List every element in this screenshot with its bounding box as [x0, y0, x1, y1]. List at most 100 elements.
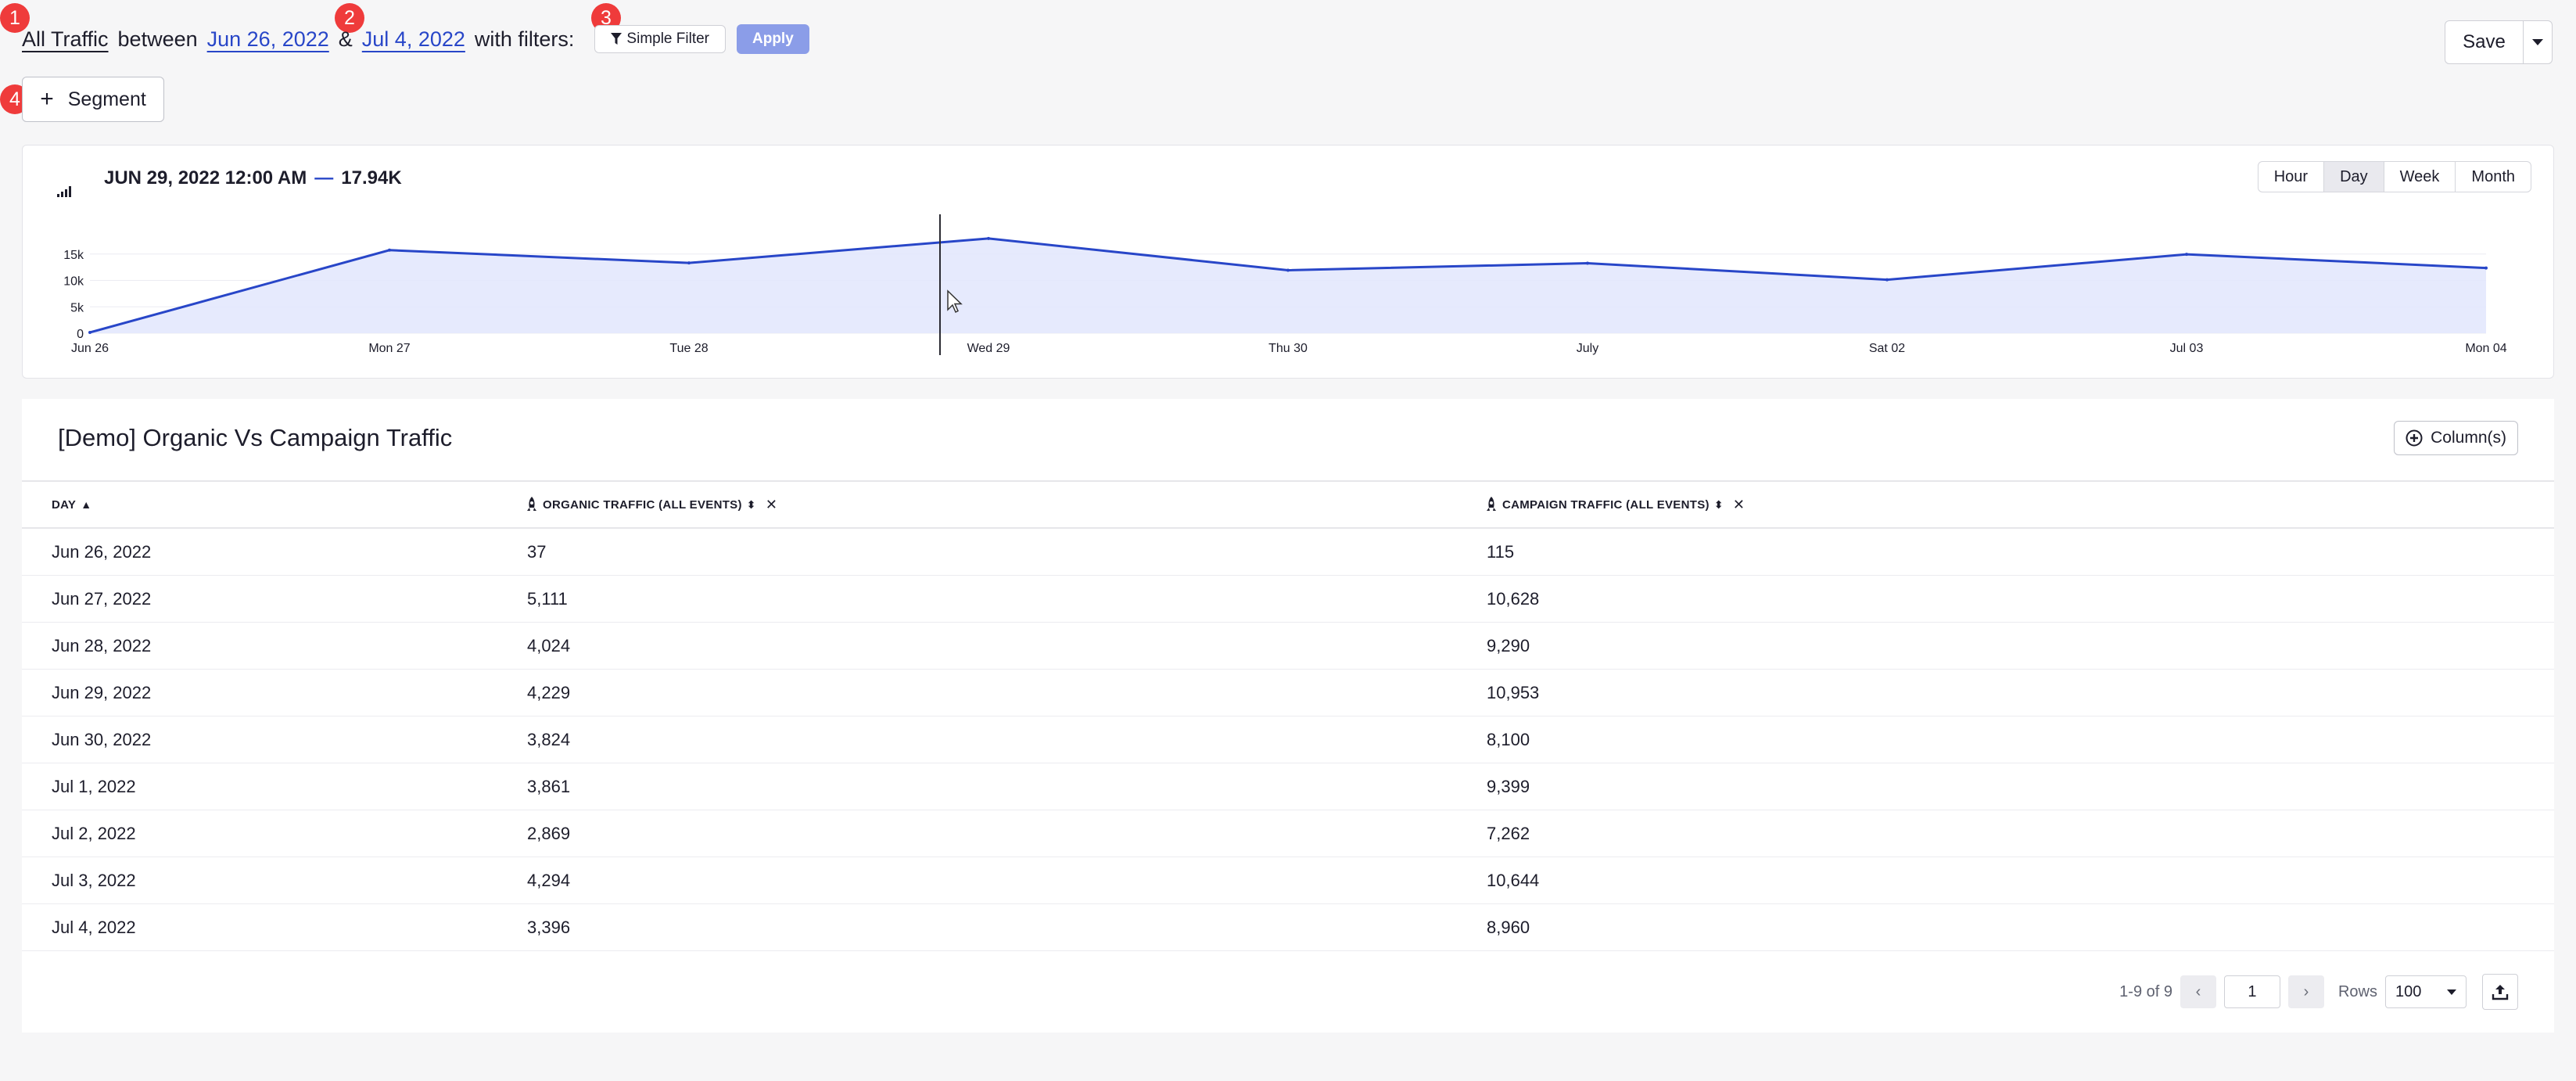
rocket-icon — [1487, 497, 1496, 511]
annotation-badge-2: 2 — [335, 3, 364, 33]
data-point — [1286, 268, 1290, 272]
data-point — [1885, 278, 1889, 282]
simple-filter-button[interactable]: Simple Filter — [594, 25, 726, 53]
header-day-label: DAY — [52, 497, 77, 512]
pagination: 1-9 of 9 ‹ 1 › Rows 100 — [2119, 974, 2518, 1010]
cell-organic: 4,229 — [527, 683, 571, 702]
table-row: Jun 26, 2022 37 115 — [22, 529, 2554, 576]
ampersand-label: & — [338, 27, 353, 51]
table-body: Jun 26, 2022 37 115 Jun 27, 2022 5,111 1… — [22, 529, 2554, 951]
save-options-button[interactable] — [2524, 21, 2552, 63]
cell-organic: 2,869 — [527, 824, 571, 843]
cell-campaign: 8,960 — [1487, 918, 1530, 937]
cell-day: Jul 3, 2022 — [52, 871, 136, 890]
caret-down-icon — [2532, 39, 2543, 45]
table-row: Jul 3, 2022 4,294 10,644 — [22, 857, 2554, 904]
y-tick-label: 15k — [63, 249, 84, 262]
with-filters-label: with filters: — [474, 27, 575, 51]
page-range: 1-9 of 9 — [2119, 982, 2172, 1000]
table-row: Jun 30, 2022 3,824 8,100 — [22, 716, 2554, 763]
x-tick-label: Sat 02 — [1869, 342, 1905, 355]
x-tick-label: Wed 29 — [967, 342, 1010, 355]
table-row: Jun 28, 2022 4,024 9,290 — [22, 623, 2554, 670]
add-segment-button[interactable]: + Segment — [22, 77, 164, 122]
cell-day: Jul 4, 2022 — [52, 918, 136, 937]
plus-icon: + — [40, 86, 54, 112]
cell-day: Jun 26, 2022 — [52, 542, 152, 562]
caret-down-icon — [2447, 989, 2456, 995]
cell-organic: 3,861 — [527, 777, 571, 796]
sort-icon[interactable]: ⬍ — [1713, 497, 1724, 511]
save-button-group: Save — [2445, 20, 2553, 64]
cell-campaign: 9,399 — [1487, 777, 1530, 796]
x-tick-label: Tue 28 — [669, 342, 708, 355]
x-tick-label: Thu 30 — [1268, 342, 1308, 355]
page-number-input[interactable]: 1 — [2223, 975, 2280, 1008]
save-button[interactable]: Save — [2445, 21, 2524, 63]
end-date-picker[interactable]: Jul 4, 2022 — [361, 27, 465, 51]
apply-button[interactable]: Apply — [737, 24, 809, 54]
granularity-toggle: Hour Day Week Month — [2257, 161, 2531, 192]
granularity-week[interactable]: Week — [2383, 162, 2456, 192]
chart-card: JUN 29, 2022 12:00 AM — 17.94K Hour Day … — [22, 145, 2554, 379]
add-columns-button[interactable]: Column(s) — [2394, 421, 2518, 455]
export-button[interactable] — [2482, 974, 2518, 1010]
table-row: Jul 1, 2022 3,861 9,399 — [22, 763, 2554, 810]
y-tick-label: 5k — [70, 301, 84, 314]
cell-organic: 4,024 — [527, 636, 571, 655]
rows-per-page-value: 100 — [2395, 982, 2422, 1000]
data-point — [88, 330, 91, 334]
cell-campaign: 10,644 — [1487, 871, 1540, 890]
header-day[interactable]: DAY ▲ — [52, 482, 91, 527]
table-row: Jul 4, 2022 3,396 8,960 — [22, 904, 2554, 951]
remove-column-icon[interactable]: ✕ — [765, 496, 778, 512]
segment-selector[interactable]: All Traffic — [22, 27, 109, 51]
granularity-month[interactable]: Month — [2455, 162, 2531, 192]
data-point — [1586, 261, 1589, 265]
sort-asc-icon: ▲ — [81, 498, 92, 511]
add-columns-label: Column(s) — [2431, 429, 2506, 447]
table-row: Jun 27, 2022 5,111 10,628 — [22, 576, 2554, 623]
rows-per-page-select[interactable]: 100 — [2385, 975, 2467, 1008]
cell-day: Jun 28, 2022 — [52, 636, 152, 655]
report-title: [Demo] Organic Vs Campaign Traffic — [58, 424, 453, 451]
granularity-hour[interactable]: Hour — [2273, 167, 2309, 185]
cell-organic: 4,294 — [527, 871, 571, 890]
mouse-cursor-icon — [947, 289, 963, 314]
chevron-right-icon: › — [2303, 982, 2309, 1000]
data-point — [388, 248, 391, 252]
x-tick-label: July — [1577, 342, 1598, 355]
cell-campaign: 7,262 — [1487, 824, 1530, 843]
rocket-icon — [527, 497, 536, 511]
cell-day: Jun 30, 2022 — [52, 730, 152, 749]
table-row: Jul 2, 2022 2,869 7,262 — [22, 810, 2554, 857]
prev-page-button[interactable]: ‹ — [2180, 975, 2216, 1008]
series-dash: — — [314, 167, 334, 189]
x-tick-label: Jul 03 — [2170, 342, 2204, 355]
cell-campaign: 115 — [1487, 542, 1515, 562]
hover-value: 17.94K — [341, 167, 402, 189]
remove-column-icon[interactable]: ✕ — [1732, 496, 1745, 512]
cell-organic: 3,824 — [527, 730, 571, 749]
start-date-picker[interactable]: Jun 26, 2022 — [206, 27, 329, 51]
next-page-button[interactable]: › — [2287, 975, 2324, 1008]
granularity-day[interactable]: Day — [2323, 162, 2384, 192]
x-tick-label: Mon 04 — [2465, 342, 2506, 355]
x-tick-label: Mon 27 — [368, 342, 410, 355]
sort-icon[interactable]: ⬍ — [746, 497, 756, 511]
header-campaign[interactable]: CAMPAIGN TRAFFIC (ALL EVENTS) ⬍ ✕ — [1485, 482, 1745, 527]
cell-day: Jun 29, 2022 — [52, 683, 152, 702]
chevron-left-icon: ‹ — [2195, 982, 2201, 1000]
cell-day: Jul 1, 2022 — [52, 777, 136, 796]
table-card: [Demo] Organic Vs Campaign Traffic Colum… — [22, 399, 2554, 1033]
data-point — [987, 236, 990, 240]
cell-organic: 3,396 — [527, 918, 571, 937]
simple-filter-label: Simple Filter — [626, 31, 709, 47]
cell-campaign: 10,953 — [1487, 683, 1540, 702]
between-label: between — [117, 27, 198, 51]
header-organic[interactable]: ORGANIC TRAFFIC (ALL EVENTS) ⬍ ✕ — [526, 482, 777, 527]
add-circle-icon — [2406, 429, 2423, 447]
table-header: DAY ▲ ORGANIC TRAFFIC (ALL EVENTS) ⬍ ✕ C… — [22, 480, 2554, 529]
data-point — [2185, 253, 2188, 257]
